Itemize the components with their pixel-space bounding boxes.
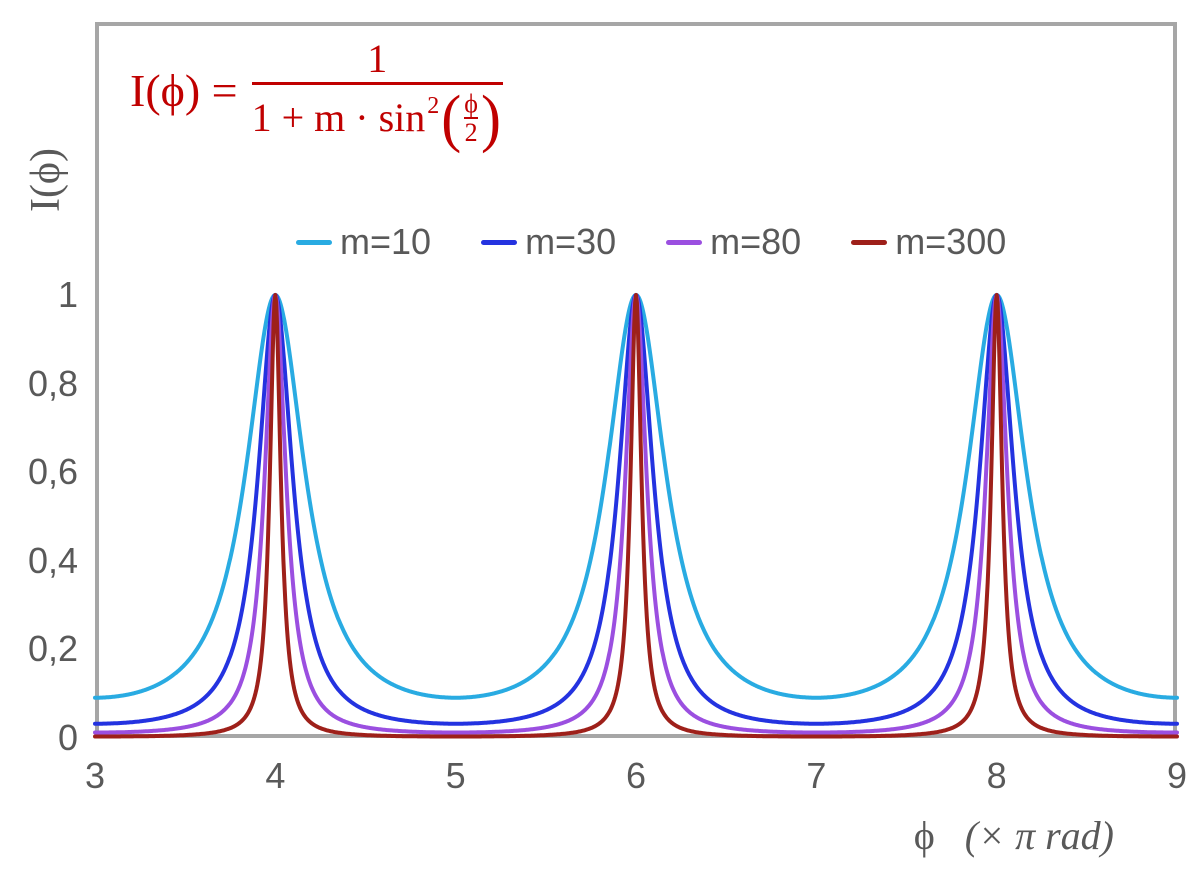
x-axis-title-phi: ϕ (913, 813, 935, 858)
legend-item-m-10: m=10 (296, 224, 431, 260)
legend: m=10 m=30 m=80 m=300 (296, 224, 1006, 260)
x-tick-label: 5 (445, 755, 466, 796)
inner-fraction-bar (464, 117, 478, 120)
formula-lhs: I(ϕ) = (130, 65, 238, 117)
legend-swatch (666, 239, 703, 245)
formula-numerator: 1 (367, 36, 388, 81)
y-tick-label: 0,2 (27, 628, 78, 670)
formula-denominator: 1 + m · sin 2 ( ϕ 2 ) (251, 82, 503, 154)
close-paren: ) (480, 82, 501, 154)
formula-annotation: I(ϕ) = 1 1 + m · sin 2 ( ϕ 2 ) (130, 36, 503, 154)
legend-swatch (851, 239, 888, 245)
y-axis-title: I(ϕ) (23, 147, 69, 213)
legend-item-m-30: m=30 (481, 224, 616, 260)
legend-item-m-300: m=300 (851, 224, 1006, 260)
fraction-bar (251, 82, 503, 85)
x-tick-label: 9 (1166, 755, 1188, 796)
y-tick-label: 0 (57, 717, 78, 758)
x-tick-label: 7 (806, 755, 827, 796)
x-tick-label: 8 (986, 755, 1007, 796)
formula-fraction: 1 1 + m · sin 2 ( ϕ 2 ) (251, 36, 503, 154)
legend-label: m=80 (710, 221, 802, 262)
legend-label: m=30 (525, 221, 617, 262)
x-tick-label: 3 (84, 755, 106, 796)
open-paren: ( (441, 82, 462, 154)
y-tick-label: 0,8 (27, 362, 78, 404)
legend-label: m=300 (895, 221, 1007, 262)
y-tick-label: 0,6 (27, 451, 78, 493)
x-tick-label: 4 (265, 755, 286, 796)
inner-denominator: 2 (464, 118, 478, 148)
denominator-exponent: 2 (427, 93, 440, 120)
inner-fraction: ϕ 2 (464, 90, 478, 147)
x-axis-title: ϕ (× π rad) (914, 812, 1114, 859)
y-tick-label: 0,4 (27, 539, 78, 581)
legend-swatch (296, 239, 332, 245)
legend-label: m=10 (340, 221, 432, 262)
denominator-text: 1 + m · sin (251, 95, 426, 141)
x-axis-title-units: (× π rad) (964, 813, 1114, 858)
x-tick-label: 6 (625, 755, 647, 796)
legend-swatch (481, 239, 518, 245)
y-tick-label: 1 (57, 274, 78, 315)
inner-numerator: ϕ (464, 89, 478, 118)
legend-item-m-80: m=80 (666, 224, 801, 260)
